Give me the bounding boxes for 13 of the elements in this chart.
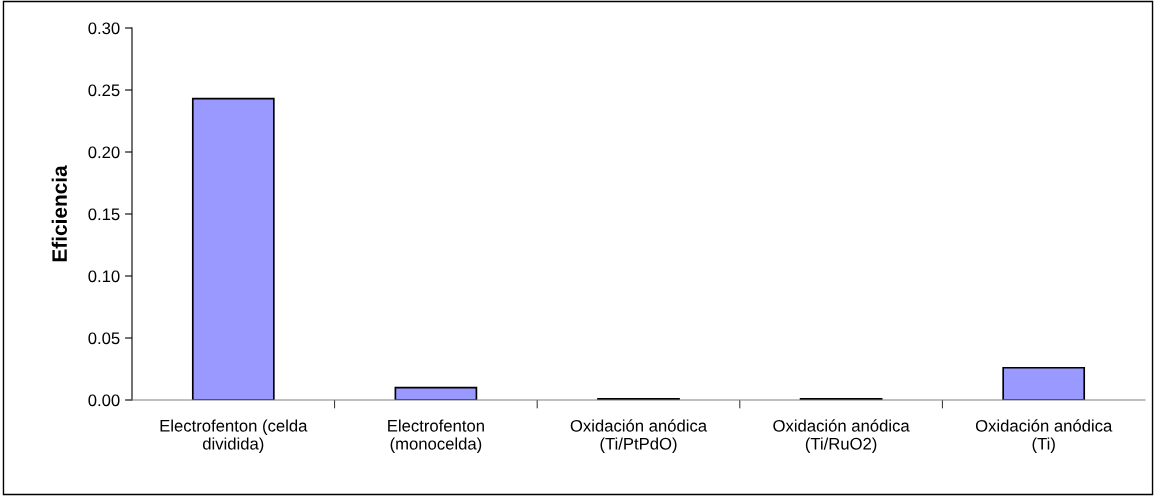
x-tick-label: Oxidación anódica (Ti) — [975, 419, 1113, 453]
y-tick-label: 0.25 — [88, 84, 120, 97]
x-tick-label: Oxidación anódica (Ti/PtPdO) — [570, 419, 708, 453]
y-tick-label: 0.00 — [88, 394, 120, 407]
y-tick-label: 0.10 — [88, 270, 120, 283]
y-tick-label: 0.20 — [88, 146, 120, 159]
y-tick-label: 0.30 — [88, 22, 120, 35]
x-tick-label: Oxidación anódica (Ti/RuO2) — [773, 419, 910, 453]
x-tick-label: Electrofenton (monocelda) — [388, 419, 484, 453]
y-axis-title: Eficiencia — [51, 165, 67, 262]
x-tick-label: Electrofenton (celda dividida) — [160, 419, 308, 453]
y-tick-label: 0.15 — [88, 208, 120, 221]
y-tick-label: 0.05 — [88, 332, 120, 345]
